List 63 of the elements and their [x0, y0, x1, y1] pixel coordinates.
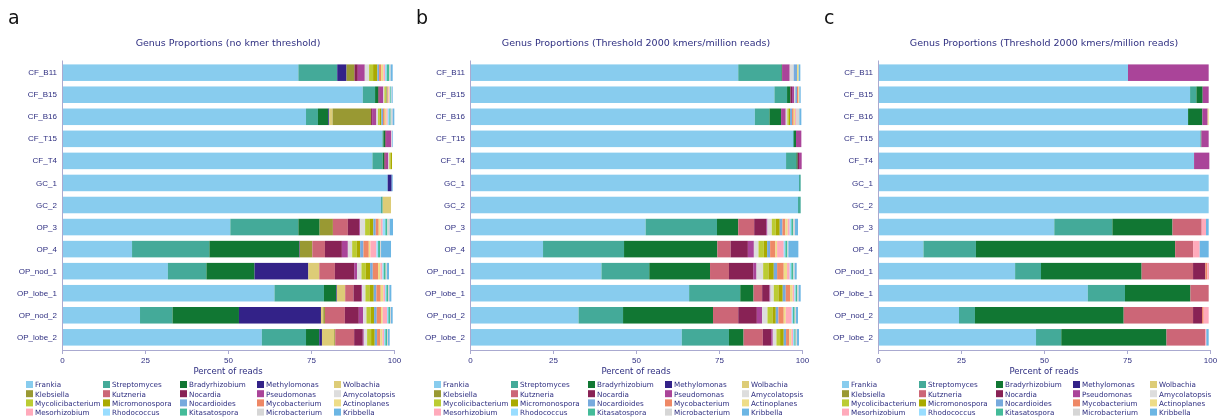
x-tick-label: 50 — [224, 355, 234, 365]
chart-title: Genus Proportions (Threshold 2000 kmers/million reads) — [501, 37, 771, 48]
x-axis-title: Percent of reads — [601, 366, 672, 376]
x-tick-label: 100 — [795, 355, 810, 365]
y-tick-label: CF_B15 — [435, 90, 466, 100]
y-tick-label: CF_B16 — [435, 112, 466, 122]
x-tick-label: 100 — [387, 355, 402, 365]
y-tick-label: CF_B11 — [436, 68, 466, 78]
y-tick-label: OP_nod_2 — [834, 310, 874, 320]
y-tick-label: OP_lobe_1 — [832, 288, 874, 298]
y-tick-label: CF_T4 — [32, 156, 58, 166]
x-tick-label: 0 — [876, 355, 882, 365]
text: c — [824, 6, 835, 28]
y-tick-label: OP_nod_1 — [834, 266, 874, 276]
y-tick-label: CF_T4 — [440, 156, 466, 166]
y-tick-label: GC_1 — [444, 178, 466, 188]
x-axis-title: Percent of reads — [1009, 366, 1080, 376]
text: a — [8, 6, 20, 28]
y-tick-label: OP_nod_1 — [18, 266, 58, 276]
y-tick-label: OP_lobe_2 — [16, 332, 58, 342]
y-tick-label: OP_4 — [36, 244, 58, 254]
x-tick-label: 75 — [1123, 355, 1133, 365]
y-tick-label: OP_lobe_2 — [424, 332, 466, 342]
x-tick-label: 25 — [141, 355, 151, 365]
x-tick-label: 50 — [1040, 355, 1050, 365]
y-tick-label: OP_4 — [444, 244, 466, 254]
y-tick-label: CF_B16 — [843, 112, 874, 122]
y-tick-label: CF_T4 — [848, 156, 874, 166]
y-tick-label: OP_nod_1 — [426, 266, 466, 276]
y-tick-label: CF_B11 — [28, 68, 58, 78]
y-tick-label: GC_2 — [852, 200, 874, 210]
x-tick-label: 25 — [549, 355, 559, 365]
y-tick-label: OP_4 — [852, 244, 874, 254]
x-tick-label: 0 — [60, 355, 66, 365]
x-tick-label: 75 — [715, 355, 725, 365]
y-tick-label: OP_3 — [444, 222, 466, 232]
x-tick-label: 50 — [632, 355, 642, 365]
y-tick-label: OP_lobe_1 — [16, 288, 58, 298]
y-tick-label: OP_3 — [36, 222, 58, 232]
y-tick-label: OP_nod_2 — [426, 310, 466, 320]
y-tick-label: GC_2 — [36, 200, 58, 210]
y-tick-label: GC_1 — [36, 178, 58, 188]
chart-title: Genus Proportions (Threshold 2000 kmers/million reads) — [909, 37, 1179, 48]
y-tick-label: OP_3 — [852, 222, 874, 232]
y-tick-label: CF_T15 — [844, 134, 874, 144]
x-tick-label: 100 — [1203, 355, 1218, 365]
x-tick-label: 75 — [307, 355, 317, 365]
y-tick-label: OP_lobe_2 — [832, 332, 874, 342]
x-tick-label: 25 — [957, 355, 967, 365]
y-tick-label: OP_nod_2 — [18, 310, 58, 320]
chart-title: Genus Proportions (no kmer threshold) — [135, 37, 321, 48]
y-tick-label: CF_T15 — [28, 134, 58, 144]
y-tick-label: CF_B15 — [843, 90, 874, 100]
x-tick-label: 0 — [468, 355, 474, 365]
y-tick-label: OP_lobe_1 — [424, 288, 466, 298]
y-tick-label: CF_T15 — [436, 134, 466, 144]
y-tick-label: CF_B11 — [844, 68, 874, 78]
y-tick-label: GC_2 — [444, 200, 466, 210]
y-tick-label: CF_B16 — [27, 112, 58, 122]
x-axis-title: Percent of reads — [193, 366, 264, 376]
text: b — [416, 6, 429, 28]
y-tick-label: CF_B15 — [27, 90, 58, 100]
y-tick-label: GC_1 — [852, 178, 874, 188]
